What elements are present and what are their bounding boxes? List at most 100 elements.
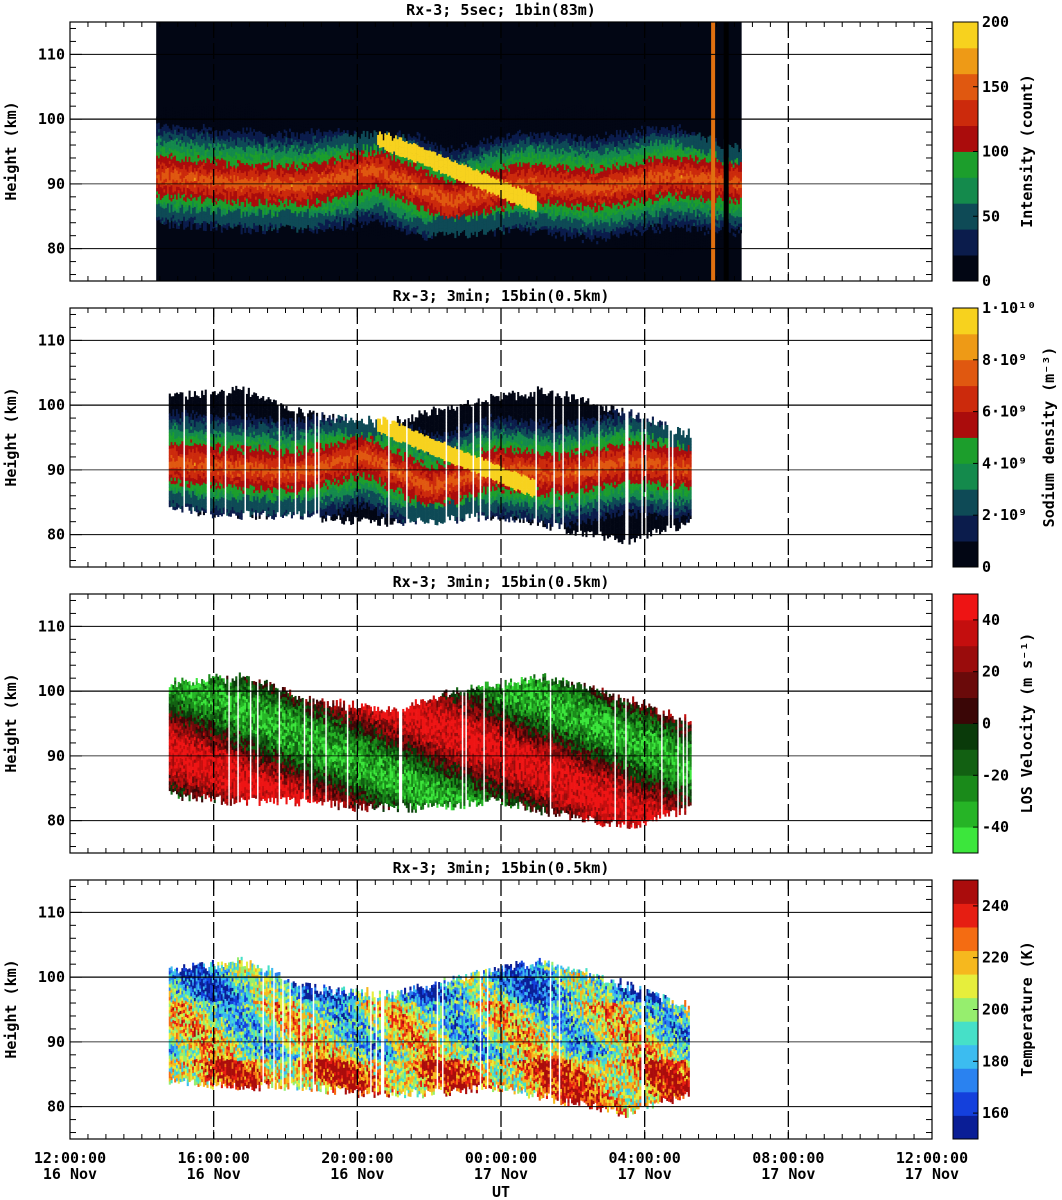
- heatmap-cell: [337, 147, 340, 152]
- heatmap-cell: [175, 179, 179, 184]
- heatmap-cell: [294, 139, 297, 144]
- heatmap-cell: [357, 140, 360, 144]
- heatmap-cell: [269, 212, 272, 217]
- heatmap-cell: [371, 214, 374, 219]
- heatmap-cell: [348, 143, 351, 147]
- heatmap-cell: [210, 185, 213, 189]
- heatmap-cell: [233, 119, 236, 124]
- heatmap-cell: [272, 219, 276, 223]
- heatmap-cell: [184, 130, 188, 134]
- heatmap-cell: [208, 120, 211, 124]
- heatmap-cell: [414, 172, 417, 177]
- heatmap-cell: [382, 214, 385, 219]
- heatmap-cell: [199, 137, 202, 141]
- heatmap-cell: [335, 215, 338, 220]
- heatmap-cell: [333, 180, 337, 184]
- heatmap-cell: [330, 212, 333, 216]
- heatmap-cell: [172, 143, 175, 148]
- heatmap-cell: [375, 157, 378, 162]
- heatmap-cell: [292, 206, 295, 210]
- heatmap-cell: [272, 115, 276, 120]
- heatmap-cell: [210, 120, 213, 125]
- heatmap-cell: [418, 175, 421, 180]
- heatmap-cell: [355, 199, 358, 204]
- heatmap-area: [156, 22, 742, 281]
- heatmap-cell: [271, 191, 274, 196]
- heatmap-cell: [414, 224, 417, 228]
- heatmap-cell: [219, 182, 222, 187]
- heatmap-cell: [396, 151, 399, 156]
- heatmap-cell: [323, 128, 326, 132]
- heatmap-cell: [181, 136, 184, 140]
- heatmap-cell: [228, 212, 231, 217]
- heatmap-cell: [396, 206, 399, 211]
- heatmap-cell: [195, 145, 198, 149]
- heatmap-cell: [398, 162, 401, 167]
- heatmap-cell: [168, 225, 171, 229]
- heatmap-cell: [395, 213, 398, 217]
- heatmap-cell: [369, 184, 372, 189]
- heatmap-cell: [389, 236, 392, 240]
- heatmap-cell: [217, 207, 220, 211]
- heatmap-cell: [258, 211, 261, 216]
- heatmap-cell: [272, 128, 276, 133]
- heatmap-cell: [254, 205, 258, 210]
- heatmap-cell: [222, 159, 225, 163]
- heatmap-cell: [184, 214, 188, 218]
- heatmap-cell: [398, 227, 401, 232]
- heatmap-cell: [193, 103, 197, 107]
- heatmap-cell: [262, 172, 265, 176]
- heatmap-cell: [314, 225, 317, 230]
- heatmap-cell: [165, 181, 168, 186]
- heatmap-cell: [222, 136, 225, 141]
- heatmap-cell: [235, 206, 238, 211]
- heatmap-cell: [355, 131, 358, 136]
- heatmap-cell: [235, 203, 238, 208]
- heatmap-cell: [305, 173, 308, 177]
- heatmap-cell: [312, 184, 315, 189]
- heatmap-cell: [333, 190, 337, 194]
- heatmap-cell: [393, 160, 396, 165]
- heatmap-cell: [251, 205, 254, 210]
- heatmap-cell: [213, 204, 216, 209]
- heatmap-cell: [272, 183, 276, 188]
- heatmap-cell: [271, 211, 274, 215]
- heatmap-cell: [253, 109, 256, 113]
- heatmap-cell: [371, 211, 374, 216]
- heatmap-cell: [204, 153, 207, 157]
- heatmap-cell: [359, 229, 362, 233]
- heatmap-cell: [375, 199, 378, 204]
- heatmap-cell: [188, 195, 191, 199]
- heatmap-cell: [256, 225, 259, 229]
- heatmap-cell: [280, 213, 283, 217]
- heatmap-cell: [325, 141, 328, 146]
- heatmap-cell: [163, 195, 166, 200]
- heatmap-cell: [166, 118, 170, 123]
- heatmap-cell: [378, 199, 381, 203]
- heatmap-cell: [247, 219, 250, 224]
- heatmap-cell: [301, 226, 304, 230]
- heatmap-cell: [375, 225, 378, 230]
- heatmap-cell: [307, 198, 310, 203]
- heatmap-cell: [163, 133, 166, 138]
- heatmap-cell: [201, 125, 204, 130]
- heatmap-cell: [405, 163, 408, 168]
- heatmap-cell: [186, 210, 189, 214]
- heatmap-cell: [258, 172, 261, 177]
- heatmap-cell: [305, 137, 308, 142]
- heatmap-cell: [400, 211, 403, 216]
- heatmap-cell: [348, 220, 351, 225]
- heatmap-cell: [188, 120, 191, 125]
- heatmap-cell: [193, 151, 197, 156]
- heatmap-cell: [233, 216, 236, 221]
- heatmap-cell: [219, 140, 222, 145]
- heatmap-cell: [418, 188, 421, 192]
- heatmap-cell: [384, 230, 387, 234]
- heatmap-cell: [382, 166, 385, 170]
- heatmap-cell: [325, 186, 328, 191]
- heatmap-cell: [247, 193, 250, 198]
- heatmap-cell: [319, 193, 322, 197]
- heatmap-cell: [296, 170, 299, 175]
- heatmap-cell: [204, 146, 207, 151]
- heatmap-cell: [267, 164, 270, 169]
